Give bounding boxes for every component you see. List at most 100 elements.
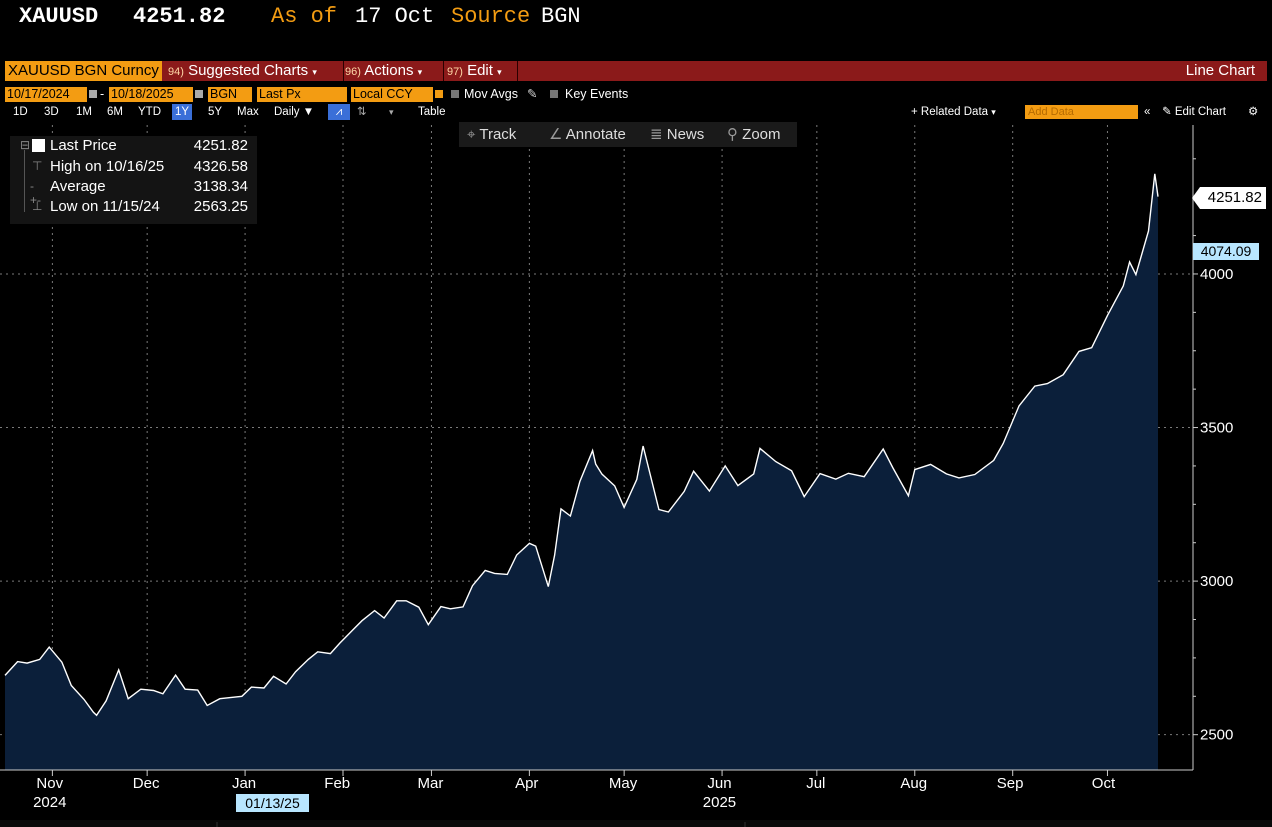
last-price-tag: 4251.82: [1200, 187, 1266, 209]
crosshair-icon: ⌖: [467, 126, 476, 143]
title-line: XAUUSD 4251.82 As of 17 Oct Source BGN: [0, 0, 1272, 36]
divider: [443, 61, 444, 81]
chart-type-label[interactable]: Line Chart: [1185, 62, 1255, 79]
legend-average-label: Average: [50, 178, 106, 195]
track-label: Track: [479, 126, 517, 143]
x-month-label: Oct: [1092, 775, 1116, 792]
gear-icon[interactable]: ⚙: [1248, 106, 1259, 118]
white-swatch-icon: [32, 139, 45, 152]
end-date-field[interactable]: 10/18/2025: [109, 87, 193, 102]
period-5y[interactable]: 5Y: [208, 106, 223, 118]
x-axis-ticks: Nov 2024 Dec Jan Feb Mar Apr May Jun 2025 Jul Aug Se…: [33, 770, 1116, 811]
sort-icon[interactable]: ⇅: [357, 106, 367, 118]
legend-row-last[interactable]: ⊟ Last Price 4251.82: [10, 136, 257, 156]
y-axis-ticks: 2500 3000 3500 4000: [1193, 158, 1233, 744]
chevron-down-icon: ▾: [312, 67, 317, 77]
collapse-icon[interactable]: «: [1144, 106, 1151, 118]
period-3d[interactable]: 3D: [44, 106, 59, 118]
legend-last-label: Last Price: [50, 137, 117, 154]
actions-label: Actions: [364, 62, 414, 79]
edit-number: 97): [447, 66, 463, 78]
actions-number: 96): [345, 66, 361, 78]
frequency-label: Daily: [274, 106, 300, 118]
related-data-menu[interactable]: + Related Data ▾: [911, 104, 996, 120]
period-max[interactable]: Max: [237, 106, 259, 118]
period-6m[interactable]: 6M: [107, 106, 123, 118]
related-data-label: + Related Data: [911, 106, 989, 118]
source-field[interactable]: BGN: [208, 87, 252, 102]
y-tick-label: 3500: [1200, 420, 1233, 437]
mov-avgs-label[interactable]: Mov Avgs: [464, 87, 518, 101]
annotate-button[interactable]: ∠ Annotate: [549, 122, 626, 147]
actions-menu[interactable]: 96) Actions ▾: [345, 61, 422, 81]
chevron-down-icon: ▾: [417, 67, 423, 77]
y-tick-label: 3000: [1200, 573, 1233, 590]
suggested-charts-number: 94): [168, 66, 184, 78]
low-marker-icon: ⊥: [32, 199, 43, 213]
mov-avgs-checkbox[interactable]: [451, 90, 459, 98]
add-data-input[interactable]: Add Data: [1025, 105, 1138, 119]
source-label: Source: [451, 4, 531, 29]
x-month-label: Apr: [515, 775, 538, 792]
calendar-icon[interactable]: [89, 90, 97, 98]
zoom-button[interactable]: ⚲ Zoom: [727, 122, 781, 147]
legend-row-high: ⊤ High on 10/16/25 4326.58: [10, 157, 257, 177]
period-ytd[interactable]: YTD: [138, 106, 161, 118]
key-events-label[interactable]: Key Events: [565, 87, 629, 101]
x-month-label: Mar: [417, 775, 443, 792]
magnifier-icon: ⚲: [727, 126, 738, 143]
edit-chart-label: Edit Chart: [1174, 106, 1226, 118]
news-button[interactable]: ≣ News: [650, 122, 704, 147]
calendar-icon[interactable]: [195, 90, 203, 98]
collapse-box-icon[interactable]: ⊟: [20, 138, 31, 152]
start-date-field[interactable]: 10/17/2024: [5, 87, 87, 102]
x-month-label: Jun: [707, 775, 731, 792]
table-button[interactable]: Table: [418, 106, 446, 118]
chevron-down-icon: ▼: [302, 106, 315, 118]
chevron-down-icon[interactable]: ▾: [389, 107, 394, 117]
as-of-date: 17 Oct: [355, 4, 435, 29]
ticker-symbol: XAUUSD: [19, 4, 99, 29]
source-value: BGN: [541, 4, 581, 29]
chevron-down-icon: ▾: [991, 107, 996, 117]
last-price-tag-pointer: [1192, 187, 1200, 209]
y-tick-label: 2500: [1200, 727, 1233, 744]
chevron-down-icon: ▾: [497, 67, 502, 77]
price-line: [4, 173, 1159, 717]
current-price: 4251.82: [133, 4, 226, 29]
annotate-label: Annotate: [565, 126, 626, 143]
period-1y[interactable]: 1Y: [172, 104, 193, 120]
x-year-label: 2025: [703, 794, 736, 811]
news-label: News: [666, 126, 705, 143]
action-bar: XAUUSD BGN Curncy 94) Suggested Charts ▾…: [5, 61, 1267, 81]
frequency-selector[interactable]: Daily ▼: [274, 104, 314, 120]
price-area: [5, 173, 1158, 771]
edit-chart-button[interactable]: ✎ Edit Chart: [1162, 104, 1226, 120]
period-1d[interactable]: 1D: [13, 106, 28, 118]
period-1m[interactable]: 1M: [76, 106, 92, 118]
pencil-icon[interactable]: ✎: [527, 87, 538, 101]
news-icon: ≣: [650, 126, 663, 143]
pencil-icon: ✎: [1162, 106, 1172, 118]
legend-tree-line: [24, 150, 25, 212]
zoom-label: Zoom: [742, 126, 781, 143]
chart-legend: ⊟ Last Price 4251.82 ⊤ High on 10/16/25 …: [10, 136, 257, 224]
pen-icon: ∠: [549, 126, 563, 143]
bottom-bar: [0, 820, 1272, 827]
currency-selector[interactable]: Local CCY: [351, 87, 433, 102]
x-month-label: Dec: [133, 775, 160, 792]
line-chart-icon[interactable]: ⩘: [328, 104, 350, 120]
period-row: 1D 3D 1M 6M YTD 1Y 5Y Max Daily ▼ ⩘ ⇅ ▾ …: [5, 104, 1267, 120]
legend-row-average: -+- Average 3138.34: [10, 177, 257, 207]
security-field[interactable]: XAUUSD BGN Curncy: [5, 61, 162, 81]
chevron-down-icon[interactable]: [435, 90, 443, 98]
key-events-checkbox[interactable]: [550, 90, 558, 98]
edit-menu[interactable]: 97) Edit ▾: [447, 61, 502, 81]
suggested-charts-menu[interactable]: 94) Suggested Charts ▾: [168, 61, 317, 81]
legend-high-label: High on 10/16/25: [50, 158, 165, 175]
track-button[interactable]: ⌖ Track: [467, 122, 516, 147]
field-selector[interactable]: Last Px: [257, 87, 347, 102]
x-month-label: Sep: [997, 775, 1024, 792]
x-month-label: Feb: [324, 775, 350, 792]
